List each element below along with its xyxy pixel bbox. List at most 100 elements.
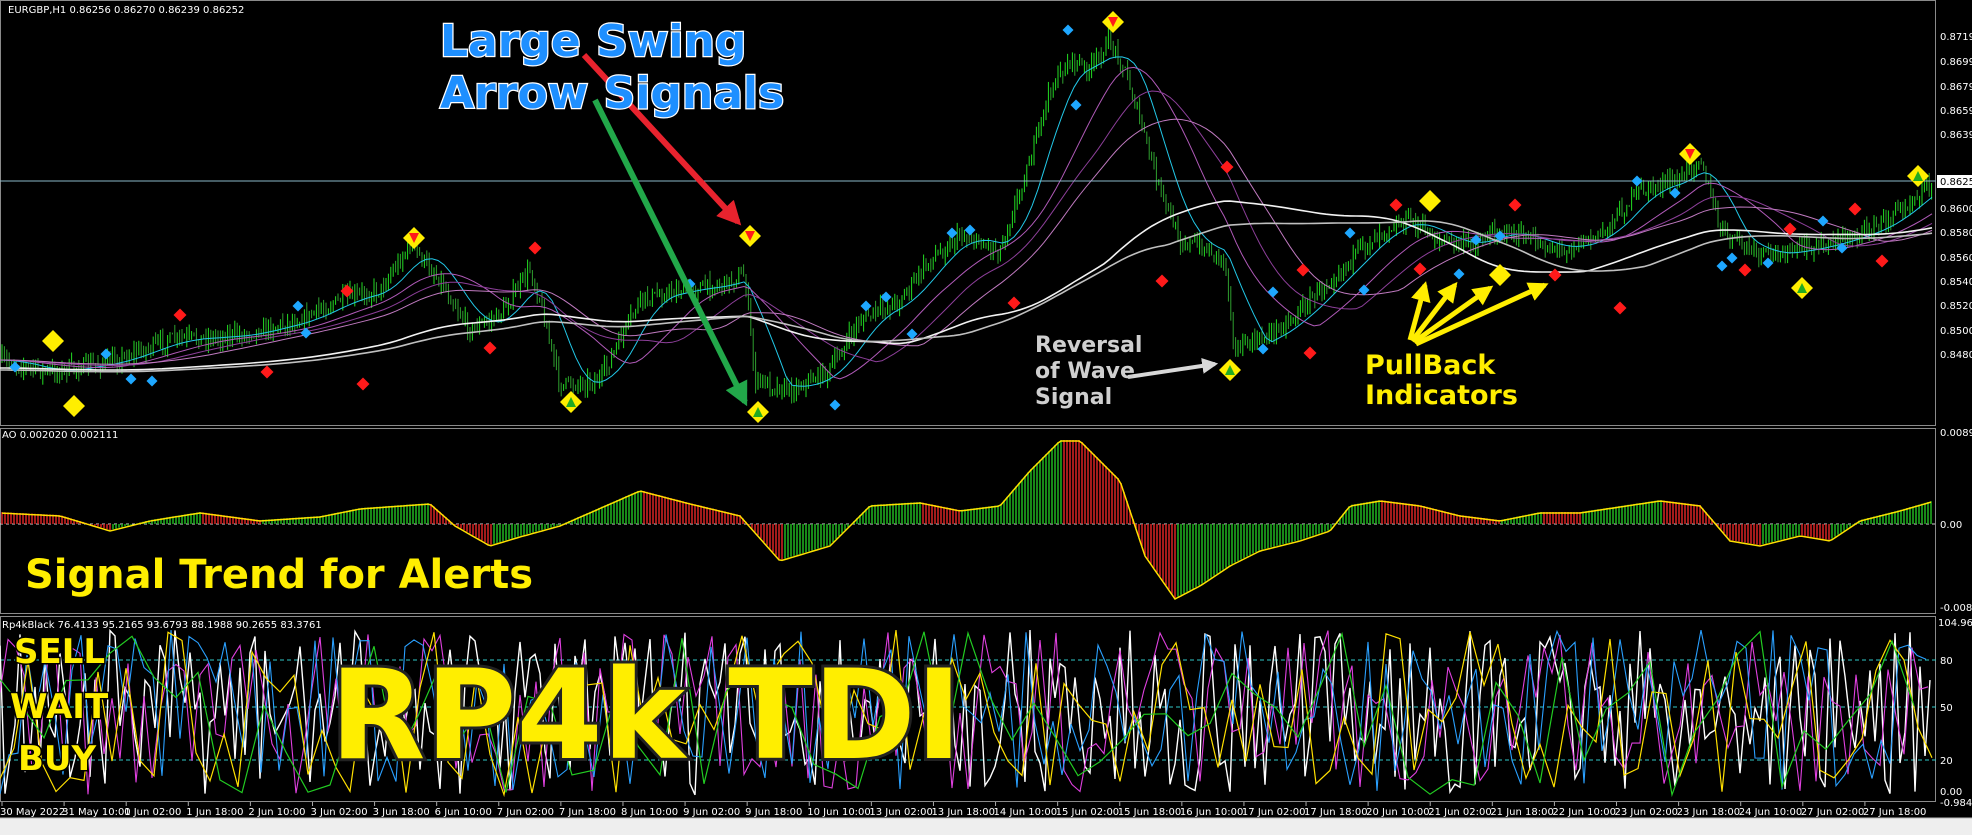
- signal-diamond: [42, 330, 64, 352]
- signal-diamond: [356, 377, 370, 391]
- moving-average-line: [0, 118, 1933, 365]
- time-tick-label: 9 Jun 02:00: [683, 807, 740, 818]
- sell-label: SELL: [14, 632, 105, 672]
- ao-histogram: [1, 440, 1932, 598]
- tdi-lines: [0, 628, 1933, 798]
- signal-diamond: [880, 291, 892, 303]
- swing-sell-arrow: [745, 231, 755, 241]
- signal-diamond: [1738, 263, 1752, 277]
- ao-header: AO 0.002020 0.002111: [2, 430, 118, 441]
- time-tick-label: 3 Jun 02:00: [310, 807, 367, 818]
- tdi-header: Rp4kBlack 76.4133 95.2165 93.6793 88.198…: [2, 620, 322, 631]
- tdi-panel[interactable]: Rp4kBlack 76.4133 95.2165 93.6793 88.198…: [0, 618, 1972, 809]
- signal-diamond: [1267, 286, 1279, 298]
- time-tick-label: 3 Jun 18:00: [373, 807, 430, 818]
- tdi-scale-20: 20: [1940, 756, 1953, 767]
- signal-diamond: [1669, 187, 1681, 199]
- moving-average-line: [0, 90, 1933, 366]
- time-tick-label: 2 Jun 10:00: [248, 807, 305, 818]
- signal-diamond: [1489, 264, 1511, 286]
- price-tick-label: 0.8699: [1940, 57, 1972, 68]
- signal-diamond: [1344, 227, 1356, 239]
- swing-buy-arrow: [1913, 171, 1923, 181]
- signal-diamond: [946, 227, 958, 239]
- signal-diamond: [1836, 242, 1848, 254]
- ao-panel[interactable]: AO 0.002020 0.002111 0.00897 0.00 -0.008…: [0, 428, 1972, 614]
- price-scale: 0.8719 0.8699 0.8679 0.8659 0.8639 0.8600 0.85…: [1940, 32, 1972, 361]
- signal-diamond: [1419, 190, 1441, 212]
- swing-buy-arrow: [753, 407, 763, 417]
- tdi-line: [0, 630, 1915, 798]
- price-tick-label: 0.8480: [1940, 350, 1972, 361]
- tdi-scale-80: 80: [1940, 656, 1953, 667]
- time-tick-label: 22 Jun 10:00: [1552, 807, 1616, 818]
- large-swing-label-line2: Arrow Signals: [440, 68, 784, 119]
- signal-diamond: [9, 361, 21, 373]
- price-panel[interactable]: EURGBP,H1 0.86256 0.86270 0.86239 0.8625…: [0, 5, 1972, 423]
- swing-sell-arrow: [1685, 149, 1695, 159]
- pullback-arrow-3: [1412, 285, 1494, 345]
- signal-diamond: [528, 241, 542, 255]
- signal-diamond: [1303, 346, 1317, 360]
- symbol-header: EURGBP,H1 0.86256 0.86270 0.86239 0.8625…: [8, 5, 244, 16]
- price-tick-label: 0.8600: [1940, 204, 1972, 215]
- pullback-arrow-2: [1410, 281, 1458, 343]
- time-tick-label: 20 Jun 10:00: [1366, 807, 1430, 818]
- pullback-arrow-1: [1407, 281, 1431, 341]
- signal-diamond: [63, 395, 85, 417]
- green-swing-arrow: [592, 98, 748, 407]
- ao-scale-zero: 0.00: [1940, 520, 1962, 531]
- swing-sell-arrow: [409, 233, 419, 243]
- signal-diamond: [1257, 343, 1269, 355]
- tdi-line: [0, 630, 1929, 795]
- tdi-title-label: RP4k TDI: [330, 644, 962, 788]
- time-tick-label: 7 Jun 18:00: [559, 807, 616, 818]
- time-tick-label: 6 Jun 10:00: [435, 807, 492, 818]
- candles: [1, 25, 1933, 404]
- time-tick-label: 21 Jun 02:00: [1428, 807, 1492, 818]
- time-tick-label: 15 Jun 02:00: [1056, 807, 1120, 818]
- tdi-scale-top: 104.966: [1938, 618, 1972, 629]
- signal-diamond: [1220, 160, 1234, 174]
- panel-frames: [0, 0, 1936, 802]
- signal-diamond: [292, 300, 304, 312]
- moving-average-line: [0, 200, 1933, 371]
- reversal-label-line3: Signal: [1035, 385, 1112, 410]
- tdi-line: [0, 630, 1933, 798]
- ao-scale-bottom: -0.0081: [1940, 603, 1972, 614]
- time-tick-label: 17 Jun 02:00: [1242, 807, 1306, 818]
- signal-diamond: [100, 348, 112, 360]
- tdi-scale-zero: 0.00: [1940, 787, 1962, 798]
- signal-diamond: [1875, 254, 1889, 268]
- ao-signal-line: [1, 440, 1932, 600]
- signal-diamond: [1494, 230, 1506, 242]
- signal-diamond: [1389, 198, 1403, 212]
- signal-trend-label: Signal Trend for Alerts: [25, 552, 533, 598]
- moving-average-line: [0, 56, 1933, 387]
- signal-diamond: [1062, 24, 1074, 36]
- price-tick-label: 0.8560: [1940, 253, 1972, 264]
- tdi-scale-50: 50: [1940, 703, 1953, 714]
- time-tick-label: 1 Jun 18:00: [186, 807, 243, 818]
- current-price-tag: [1937, 175, 1972, 188]
- buy-label: BUY: [18, 739, 97, 779]
- tdi-line: [0, 628, 1931, 796]
- signal-diamond: [125, 373, 137, 385]
- signal-diamond: [1007, 296, 1021, 310]
- signal-diamond: [1453, 268, 1465, 280]
- signal-diamond: [146, 375, 158, 387]
- swing-buy-arrow: [566, 397, 576, 407]
- time-tick-label: 27 Jun 18:00: [1863, 807, 1927, 818]
- reversal-label-line2: of Wave: [1035, 359, 1135, 384]
- price-tick-label: 0.8679: [1940, 82, 1972, 93]
- signal-diamond: [340, 284, 354, 298]
- wait-label: WAIT: [10, 687, 109, 727]
- time-tick-label: 9 Jun 18:00: [745, 807, 802, 818]
- signal-diamond: [964, 224, 976, 236]
- time-tick-label: 14 Jun 10:00: [994, 807, 1058, 818]
- tdi-line: [0, 629, 1927, 795]
- signal-diamond: [1613, 301, 1627, 315]
- signal-diamond: [1716, 260, 1728, 272]
